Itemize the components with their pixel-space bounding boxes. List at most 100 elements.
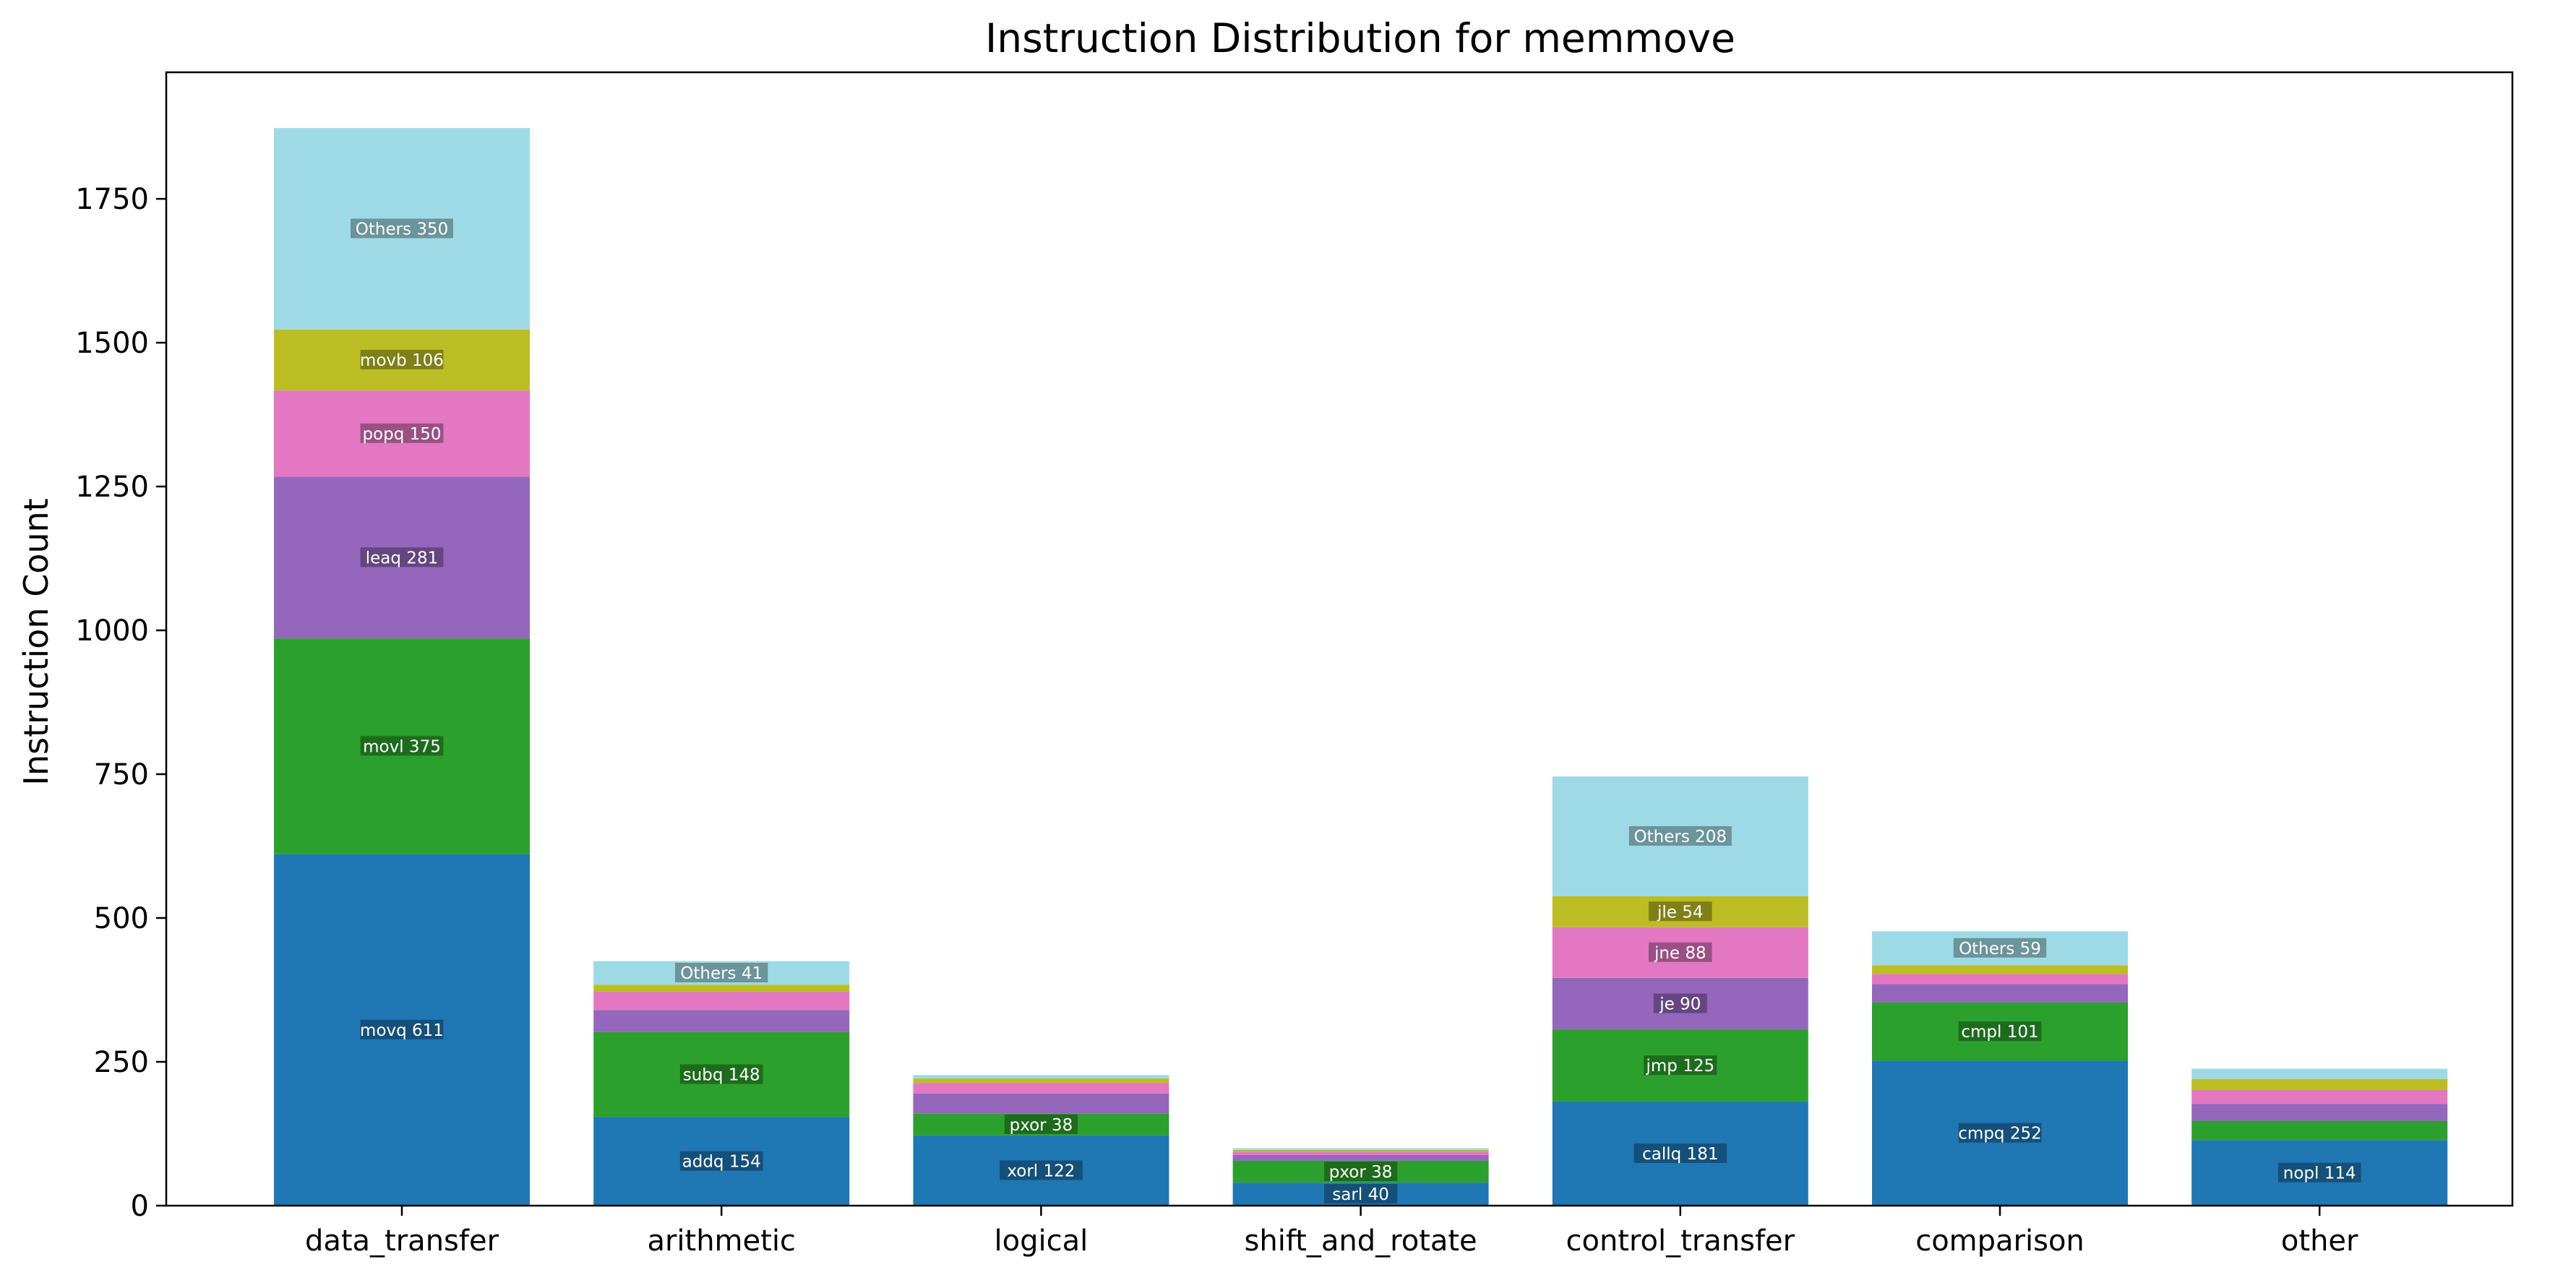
segment-label: sarl 40 <box>1332 1185 1389 1204</box>
bar-segment <box>1232 1151 1489 1155</box>
segment-label-box <box>675 963 768 983</box>
bar-segment <box>1552 776 1808 896</box>
bar-segment <box>1872 931 2128 966</box>
bar-segment <box>274 128 530 330</box>
bar-segment <box>913 1078 1169 1084</box>
bar-segment <box>913 1135 1169 1206</box>
segment-label-box <box>1000 1160 1083 1180</box>
bar-segment <box>1232 1149 1489 1152</box>
bar-stack-shift_and_rotate: sarl 40 pxor 38 <box>1232 1148 1489 1206</box>
bar-segment <box>1232 1154 1489 1161</box>
segment-label: callq 181 <box>1642 1145 1718 1164</box>
bar-segment <box>593 961 850 985</box>
segment-label-box <box>360 423 444 443</box>
segment-label: Others 350 <box>356 220 449 239</box>
segment-label: jne 88 <box>1654 944 1706 963</box>
segment-label-box <box>1633 1143 1727 1163</box>
segment-label: leaq 281 <box>366 549 438 567</box>
segment-label-box <box>1628 826 1732 846</box>
segment-label: movb 106 <box>360 351 444 370</box>
bar-stack-control_transfer: callq 181 jmp 125 je 90 jne 88 jle 54 Others … <box>1552 776 1808 1206</box>
bar-segment <box>2191 1090 2448 1104</box>
segment-label: movq 611 <box>360 1021 444 1040</box>
x-tick-label: comparison <box>1915 1224 2085 1258</box>
bar-segment <box>1232 1160 1489 1183</box>
bar-stack-comparison: cmpq 252 cmpl 101 Others 59 <box>1872 931 2128 1206</box>
bar-segment <box>1552 896 1808 927</box>
x-tick-label: logical <box>995 1224 1089 1258</box>
bar-segment <box>1872 1060 2128 1206</box>
bar-segment <box>2191 1104 2448 1121</box>
segment-label: popq 150 <box>362 425 441 444</box>
segment-label: subq 148 <box>683 1066 760 1085</box>
y-tick-label: 250 <box>94 1046 149 1079</box>
segment-label: movl 375 <box>363 737 441 756</box>
segment-label: jmp 125 <box>1645 1057 1714 1076</box>
plot-area: movq 611 movl 375 leaq 281 popq 150 movb 106… <box>75 71 2514 1258</box>
segment-label: addq 154 <box>682 1153 761 1172</box>
bar-segment <box>274 854 530 1206</box>
bar-segment <box>274 329 530 391</box>
segment-label: cmpl 101 <box>1961 1023 2038 1042</box>
segment-label-box <box>1649 901 1712 922</box>
bar-segment <box>274 390 530 477</box>
segment-label: nopl 114 <box>2283 1164 2356 1183</box>
bar-segment <box>1872 984 2128 1003</box>
segment-label: jle 54 <box>1657 903 1704 922</box>
bar-segment <box>1552 1101 1808 1206</box>
bar-segment <box>593 991 850 1010</box>
bar-stack-arithmetic: addq 154 subq 148 Others 41 <box>593 961 850 1206</box>
y-tick-label: 500 <box>94 902 149 935</box>
segment-label: Others 59 <box>1959 940 2041 958</box>
segment-label-box <box>679 1151 763 1171</box>
segment-label-box <box>1324 1184 1398 1204</box>
bar-stack-logical: xorl 122 pxor 38 <box>913 1075 1169 1206</box>
bar-segment <box>1872 974 2128 984</box>
bar-segment <box>2191 1068 2448 1079</box>
bar-segment <box>2191 1078 2448 1091</box>
bar-segment <box>593 984 850 992</box>
bar-segment <box>2191 1120 2448 1141</box>
bar-segment <box>913 1083 1169 1094</box>
segment-label: Others 41 <box>680 964 763 983</box>
segment-label-box <box>1644 1055 1717 1076</box>
x-tick-label: other <box>2281 1224 2358 1258</box>
x-tick-label: control_transfer <box>1566 1224 1795 1258</box>
segment-label-box <box>360 1019 444 1039</box>
segment-label-box <box>360 547 444 567</box>
chart-title: Instruction Distribution for memmove <box>985 15 1735 61</box>
segment-label: Others 208 <box>1634 828 1727 846</box>
bar-stack-data_transfer: movq 611 movl 375 leaq 281 popq 150 movb 106… <box>274 128 530 1206</box>
segment-label: pxor 38 <box>1329 1163 1393 1182</box>
segment-label-box <box>1004 1114 1078 1134</box>
bar-segment <box>1552 1029 1808 1102</box>
bar-segment <box>1232 1148 1489 1150</box>
segment-label-box <box>1953 937 2047 958</box>
bar-segment <box>913 1075 1169 1079</box>
bar-segment <box>274 476 530 639</box>
bar-stack-other: nopl 114 <box>2191 1068 2448 1206</box>
bar-segment <box>593 1010 850 1032</box>
segment-label: xorl 122 <box>1007 1162 1075 1180</box>
bar-segment <box>913 1113 1169 1136</box>
segment-label-box <box>1649 942 1712 962</box>
segment-label: cmpq 252 <box>1958 1125 2041 1143</box>
segment-label-box <box>1958 1123 2042 1143</box>
segment-label-box <box>2277 1162 2361 1183</box>
segment-label: je 90 <box>1659 995 1701 1014</box>
y-tick-label: 1500 <box>75 327 149 360</box>
segment-label-box <box>679 1064 763 1084</box>
bar-segment <box>274 638 530 854</box>
segment-label-box <box>1324 1162 1398 1182</box>
bar-segment <box>1872 965 2128 974</box>
y-axis-label: Instruction Count <box>17 498 56 785</box>
bar-segment <box>1552 927 1808 978</box>
x-tick-label: data_transfer <box>305 1224 499 1258</box>
bar-segment <box>1872 1003 2128 1061</box>
bar-segment <box>593 1117 850 1206</box>
segment-label-box <box>1958 1021 2042 1042</box>
bar-segment <box>1552 977 1808 1030</box>
bar-segment <box>1232 1183 1489 1206</box>
